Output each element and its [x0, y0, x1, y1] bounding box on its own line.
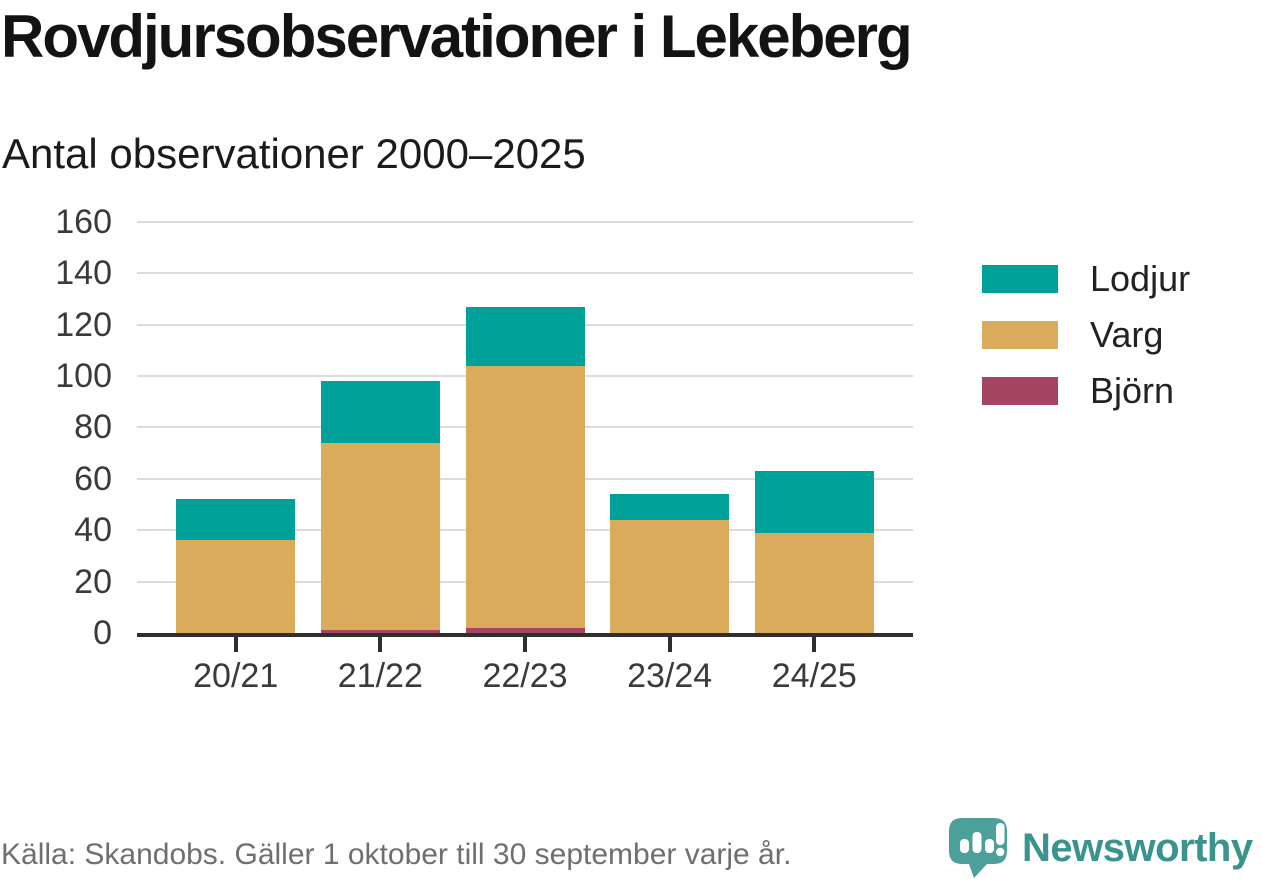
bar-21-22-segment-björn: [320, 630, 440, 633]
x-tick-20-21: [233, 637, 238, 652]
y-axis-label-40: 40: [74, 511, 112, 550]
bar-22-23: [465, 306, 585, 633]
y-axis-label-0: 0: [93, 614, 112, 652]
legend-item-björn: Björn: [982, 370, 1174, 411]
legend-label-björn: Björn: [1090, 370, 1175, 411]
bar-23-24-segment-varg: [610, 519, 730, 633]
bar-22-23-segment-lodjur: [465, 306, 585, 366]
legend-label-varg: Varg: [1090, 314, 1164, 355]
bar-23-24-segment-lodjur: [610, 494, 730, 520]
y-axis-label-20: 20: [74, 562, 112, 601]
bar-20-21-segment-varg: [176, 540, 296, 633]
chart-title: Rovdjursobservationer i Lekeberg: [1, 3, 913, 70]
gridline-160: [137, 220, 913, 223]
bar-21-22: [320, 381, 440, 633]
x-tick-24-25: [812, 637, 817, 652]
legend-item-varg: Varg: [982, 314, 1163, 355]
y-axis-label-140: 140: [55, 254, 112, 293]
bar-23-24: [610, 494, 730, 633]
x-axis-label-21-22: 21/22: [337, 657, 423, 695]
y-axis-label-120: 120: [55, 305, 112, 344]
bar-20-21: [176, 499, 296, 633]
newsworthy-logo-icon: [949, 817, 1007, 878]
y-axis-label-100: 100: [55, 357, 112, 395]
chart-subtitle: Antal observationer 2000–2025: [2, 130, 586, 177]
x-axis-label-23-24: 23/24: [627, 657, 713, 695]
brand-name: Newsworthy: [1022, 826, 1253, 870]
brand: Newsworthy: [949, 817, 1253, 879]
bar-20-21-segment-lodjur: [176, 499, 296, 541]
bar-24-25: [754, 471, 874, 633]
x-tick-22-23: [523, 637, 527, 652]
x-axis-label-22-23: 22/23: [482, 657, 568, 695]
y-axis-label-160: 160: [55, 202, 112, 241]
bar-21-22-segment-varg: [320, 442, 440, 631]
legend-item-lodjur: Lodjur: [982, 258, 1190, 299]
bar-21-22-segment-lodjur: [320, 381, 440, 443]
x-tick-21-22: [378, 637, 383, 652]
bar-24-25-segment-lodjur: [754, 471, 874, 533]
y-axis-label-80: 80: [74, 408, 112, 447]
x-axis-line: [137, 633, 913, 637]
x-axis-label-20-21: 20/21: [193, 657, 279, 695]
bar-22-23-segment-björn: [465, 627, 585, 633]
x-tick-23-24: [667, 637, 672, 652]
source-note: Källa: Skandobs. Gäller 1 oktober till 3…: [1, 838, 792, 871]
legend-swatch-lodjur: [982, 265, 1058, 293]
legend-swatch-varg: [982, 321, 1058, 349]
y-axis-label-60: 60: [74, 459, 112, 498]
bar-24-25-segment-varg: [754, 532, 874, 633]
x-axis-label-24-25: 24/25: [771, 657, 857, 695]
gridline-140: [137, 272, 913, 275]
legend-label-lodjur: Lodjur: [1090, 258, 1191, 299]
legend-swatch-björn: [982, 377, 1058, 405]
bar-22-23-segment-varg: [465, 365, 585, 628]
